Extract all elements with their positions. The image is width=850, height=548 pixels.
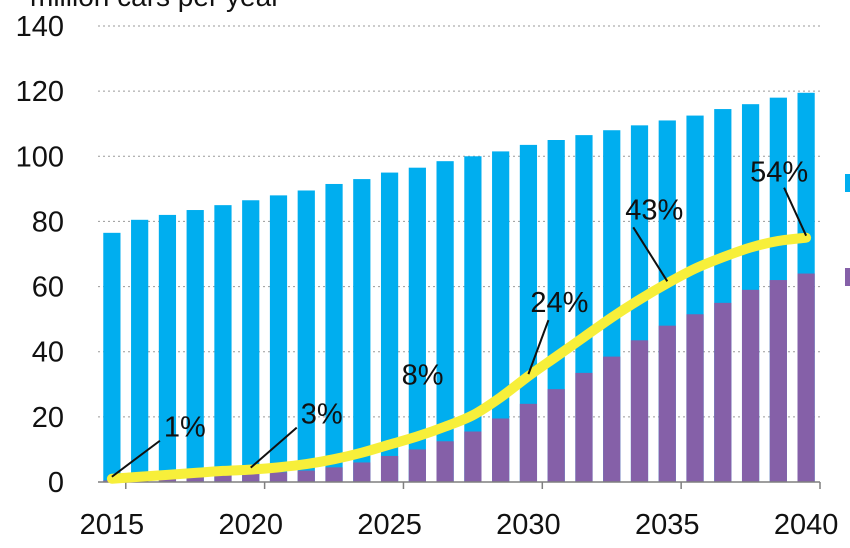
ev-bar (242, 473, 260, 482)
ev-bar (686, 314, 704, 482)
ev-bar (547, 389, 565, 482)
share-line (106, 232, 812, 484)
ev-bar (186, 477, 204, 482)
x-tick-label: 2015 (80, 509, 145, 541)
x-tick-label: 2025 (357, 509, 422, 541)
y-tick-label: 60 (32, 272, 64, 304)
total-bar (269, 195, 288, 482)
annotation-leader (250, 426, 298, 469)
ev-bar (353, 462, 371, 482)
ev-bar (797, 273, 815, 482)
total-bar (297, 190, 315, 482)
total-bar (186, 210, 204, 482)
ev-bar (297, 470, 315, 482)
y-tick-label: 140 (16, 11, 64, 43)
total-bar (353, 179, 371, 483)
ev-bars (103, 273, 815, 482)
annotation-leader (111, 439, 161, 478)
y-tick-label: 0 (48, 467, 64, 499)
share-annotation: 3% (301, 399, 343, 431)
total-bar (519, 144, 538, 482)
ev-bar (741, 289, 760, 482)
share-annotation: 1% (164, 412, 206, 444)
ev-bar (464, 431, 482, 482)
ev-bar (714, 302, 732, 482)
x-tick-label: 2030 (496, 509, 561, 541)
share-annotation: 54% (750, 157, 808, 189)
x-tick-label: 2035 (635, 509, 700, 541)
ev-bar (380, 455, 399, 482)
legend (845, 174, 850, 286)
total-bar (103, 232, 121, 482)
ev-bar (214, 475, 232, 482)
y-tick-label: 40 (32, 337, 64, 369)
ev-bar (492, 418, 510, 482)
ev-bar (575, 372, 593, 482)
y-tick-label: 100 (16, 141, 64, 173)
total-bar (380, 172, 399, 483)
y-tick-label: 80 (32, 206, 64, 238)
ev-bar (603, 356, 621, 482)
ev-bar (769, 280, 787, 482)
ev-bar (269, 472, 288, 482)
y-tick-label: 120 (16, 76, 64, 108)
total-bar (436, 161, 454, 482)
total-bar (214, 205, 232, 482)
total-bar (131, 219, 149, 483)
annotation-leader (527, 319, 550, 375)
annotations: 1% 3% 8% 24% 43% 54% (111, 157, 808, 478)
share-annotation: 24% (530, 287, 588, 319)
share-line-layer (106, 232, 812, 484)
annotation-leader (783, 187, 808, 237)
ev-bar (519, 403, 538, 482)
share-annotation: 8% (402, 360, 444, 392)
total-bar (408, 167, 426, 482)
gridlines (98, 25, 820, 418)
legend-swatch-ev (845, 268, 850, 286)
ev-bar (325, 467, 343, 482)
total-bar (242, 200, 260, 482)
total-bar (158, 214, 177, 482)
annotation-leader (632, 226, 669, 282)
total-bar (464, 156, 482, 483)
ev-bar (158, 478, 177, 482)
legend-swatch-total (845, 174, 850, 192)
ev-bar (436, 441, 454, 482)
x-tick-label: 2020 (218, 509, 283, 541)
y-tick-label: 20 (32, 402, 64, 434)
ev-bar (658, 325, 676, 482)
total-bar (325, 183, 343, 482)
ev-bar (630, 340, 649, 482)
share-annotation: 43% (625, 194, 683, 226)
x-tick-label: 2040 (774, 509, 839, 541)
ev-bar (408, 449, 426, 482)
unit-label: million cars per year (30, 0, 281, 12)
